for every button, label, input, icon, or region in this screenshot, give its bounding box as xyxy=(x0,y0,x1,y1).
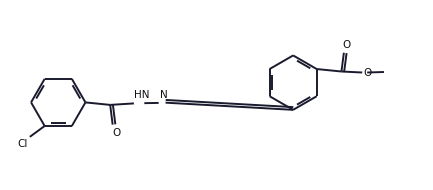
Text: O: O xyxy=(363,68,372,78)
Text: N: N xyxy=(160,90,168,100)
Text: O: O xyxy=(112,128,120,138)
Text: HN: HN xyxy=(134,90,150,101)
Text: Cl: Cl xyxy=(17,139,28,149)
Text: O: O xyxy=(343,40,351,50)
